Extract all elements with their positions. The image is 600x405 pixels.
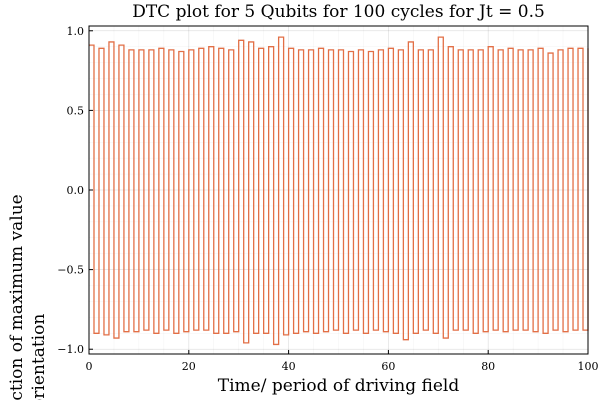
x-axis-title: Time/ period of driving field [218, 376, 460, 396]
y-tick-label: 0.0 [67, 184, 85, 197]
x-tick-label: 0 [86, 360, 93, 373]
x-tick-label: 40 [282, 360, 296, 373]
x-tick-label: 80 [481, 360, 495, 373]
x-tick-label: 20 [182, 360, 196, 373]
y-tick-label: 1.0 [67, 25, 85, 38]
series-line-0 [89, 37, 588, 344]
y-tick-label: −1.0 [57, 343, 84, 356]
x-tick-label: 60 [381, 360, 395, 373]
y-tick-label: 0.5 [67, 104, 85, 117]
y-axis-title-line-1: Magnetisation / fraction of maximum valu… [7, 194, 27, 400]
x-tick-label: 100 [578, 360, 599, 373]
y-axis-title-line-2: and orientation [29, 314, 49, 400]
series-layer [89, 37, 588, 344]
chart-title: DTC plot for 5 Qubits for 100 cycles for… [132, 2, 545, 22]
y-tick-label: −0.5 [57, 264, 84, 277]
